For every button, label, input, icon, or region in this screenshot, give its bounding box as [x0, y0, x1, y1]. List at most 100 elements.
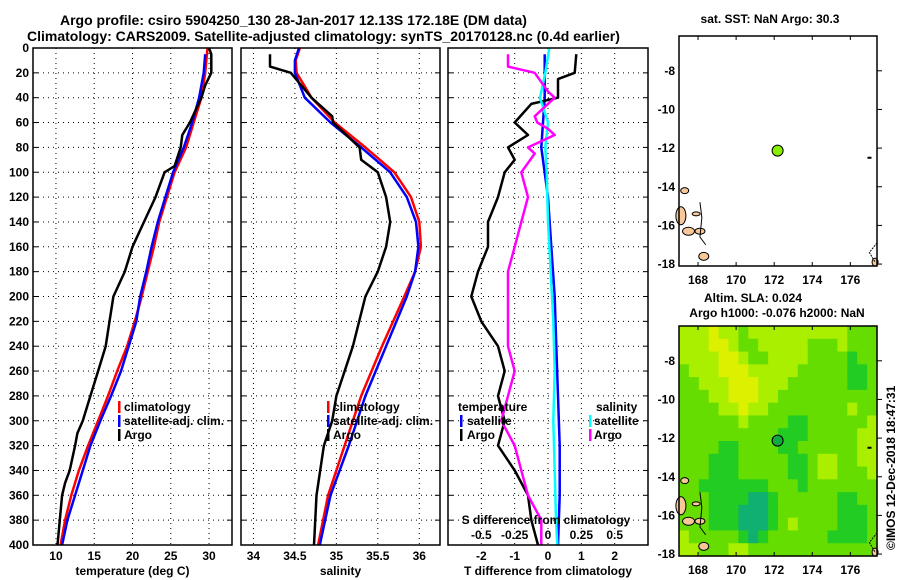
y-tick-label: 120: [9, 190, 29, 204]
heatmap-cell: [778, 377, 789, 391]
heatmap-cell: [698, 492, 710, 506]
heatmap-cell: [827, 389, 838, 404]
heatmap-cell: [837, 389, 848, 404]
heatmap-cell: [718, 326, 730, 340]
heatmap-cell: [787, 492, 799, 506]
heatmap-cell: [817, 364, 829, 378]
x-tick-label: 10: [49, 549, 63, 563]
legend-swatch: [327, 401, 330, 413]
heatmap-cell: [738, 453, 749, 468]
heatmap-cell: [837, 415, 848, 429]
heatmap-cell: [807, 479, 819, 493]
heatmap-cell: [778, 428, 789, 442]
heatmap-cell: [778, 466, 789, 480]
heatmap-cell: [698, 351, 710, 365]
heatmap-cell: [688, 441, 700, 455]
legend-entry: Argo: [124, 428, 152, 442]
heatmap-cell: [768, 326, 779, 340]
heatmap-cell: [688, 479, 700, 493]
heatmap-cell: [698, 389, 710, 404]
heatmap-cell: [758, 402, 769, 417]
map-frame: [678, 325, 878, 557]
title-line-1: Argo profile: csiro 5904250_130 28-Jan-2…: [60, 12, 527, 28]
copyright-timestamp: ©IMOS 12-Dec-2018 18:47:31: [884, 385, 898, 550]
heatmap-cell: [857, 326, 868, 340]
map-sst-title: sat. SST: NaN Argo: 30.3: [701, 12, 840, 26]
heatmap-cell: [688, 377, 700, 391]
x-tick-label: 34: [247, 549, 261, 563]
heatmap-cell: [867, 530, 878, 544]
heatmap-cell: [728, 453, 739, 468]
heatmap-cell: [688, 453, 700, 468]
heatmap-cell: [857, 492, 868, 506]
map-x-tick-label: 168: [688, 563, 708, 577]
heatmap-cell: [688, 351, 700, 365]
heatmap-cell: [758, 479, 769, 493]
heatmap-cell: [837, 543, 848, 557]
y-tick-label: 180: [9, 265, 29, 279]
heatmap-cell: [708, 530, 720, 544]
heatmap-cell: [847, 530, 858, 544]
heatmap-cell: [748, 364, 759, 378]
heatmap-cell: [837, 504, 848, 519]
heatmap-cell: [857, 402, 868, 417]
heatmap-cell: [738, 543, 749, 557]
heatmap-cell: [867, 364, 878, 378]
heatmap-cell: [817, 402, 829, 417]
map-y-tick-label: -8: [664, 64, 675, 78]
heatmap-cell: [718, 389, 730, 404]
x-tick-label: -2: [476, 549, 487, 563]
heatmap-cell: [837, 453, 848, 468]
legend-swatch: [118, 415, 121, 427]
heatmap-cell: [817, 453, 829, 468]
heatmap-cell: [708, 389, 720, 404]
heatmap-cell: [778, 402, 789, 417]
heatmap-cell: [748, 492, 759, 506]
heatmap-cell: [847, 389, 858, 404]
heatmap-cell: [679, 402, 690, 417]
land-island: [698, 251, 710, 261]
heatmap-cell: [817, 326, 829, 340]
legend-difference: temperaturesatelliteArgosalinitysatellit…: [458, 400, 639, 542]
heatmap-cell: [738, 377, 749, 391]
heatmap-cell: [698, 504, 710, 519]
heatmap-cell: [817, 377, 829, 391]
heatmap-cell: [688, 364, 700, 378]
heatmap-cell: [768, 389, 779, 404]
heatmap-cell: [748, 402, 759, 417]
map-y-tick-label: -18: [658, 257, 676, 271]
heatmap-cell: [708, 364, 720, 378]
heatmap-cell: [758, 351, 769, 365]
heatmap-cell: [718, 466, 730, 480]
x-axis-label: T difference from climatology: [464, 564, 632, 578]
heatmap-cell: [847, 479, 858, 493]
reef-mark: [867, 156, 872, 159]
heatmap-cell: [768, 492, 779, 506]
heatmap-cell: [807, 338, 819, 353]
heatmap-cell: [748, 377, 759, 391]
heatmap-cell: [738, 504, 749, 519]
heatmap-cell: [787, 479, 799, 493]
heatmap-cell: [807, 377, 819, 391]
heatmap-cell: [728, 338, 739, 353]
y-tick-label: 60: [16, 116, 30, 130]
land-island: [691, 501, 701, 507]
heatmap-cell: [768, 517, 779, 532]
legend-group-title: temperature: [458, 400, 528, 414]
secondary-x-axis-label: S difference from climatology: [462, 513, 631, 527]
heatmap-cell: [698, 364, 710, 378]
secondary-x-tick-label: 0.5: [606, 528, 623, 542]
heatmap-cell: [708, 402, 720, 417]
heatmap-cell: [738, 326, 749, 340]
heatmap-cell: [867, 492, 878, 506]
heatmap-cell: [847, 504, 858, 519]
secondary-x-tick-label: -0.5: [471, 528, 492, 542]
heatmap-cell: [847, 402, 858, 417]
x-tick-label: 15: [88, 549, 102, 563]
map-x-tick-label: 176: [840, 273, 860, 287]
heatmap-cell: [827, 543, 838, 557]
heatmap-cell: [857, 543, 868, 557]
y-tick-label: 160: [9, 240, 29, 254]
heatmap-cell: [748, 466, 759, 480]
legend-swatch: [589, 429, 592, 441]
